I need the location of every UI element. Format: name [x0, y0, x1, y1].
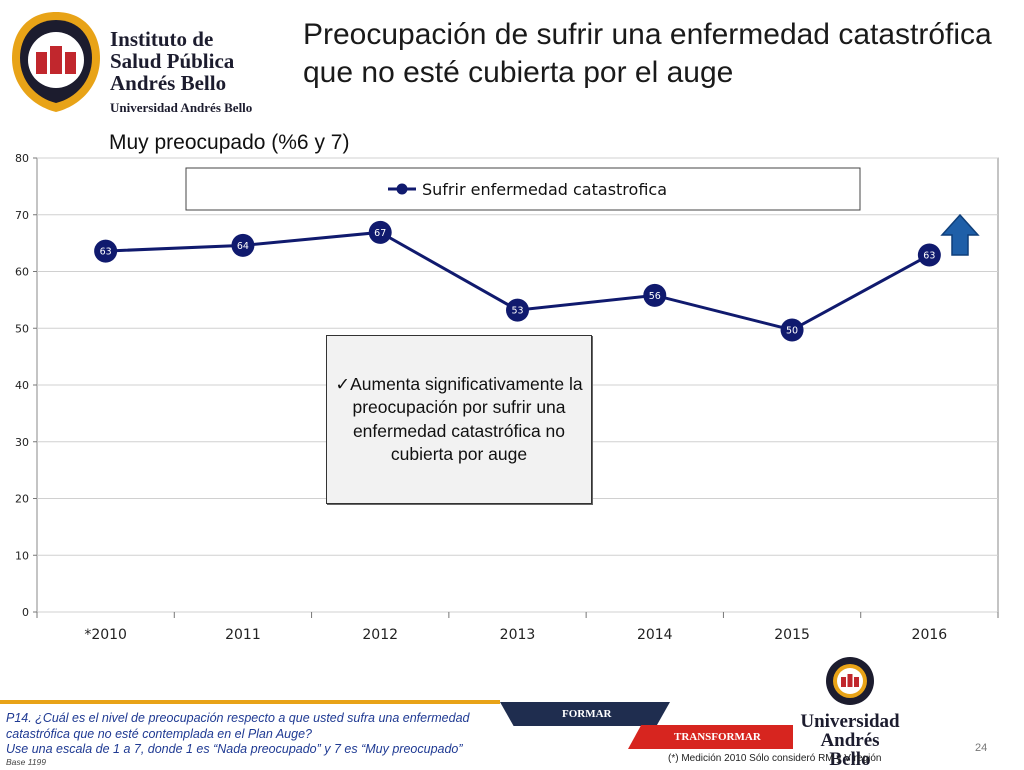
y-tick-label: 60 [15, 266, 29, 279]
institute-name: Instituto de Salud Pública Andrés Bello … [110, 27, 253, 115]
y-tick-label: 70 [15, 209, 29, 222]
transformar-band: TRANSFORMAR [628, 725, 793, 749]
sample-base: Base 1199 [6, 757, 47, 767]
x-tick-label: 2013 [500, 627, 536, 643]
data-point [917, 243, 941, 267]
y-tick-label: 10 [15, 549, 29, 562]
formar-band: FORMAR [500, 702, 670, 726]
x-tick-label: 2012 [362, 627, 398, 643]
data-label: 56 [649, 291, 661, 302]
y-tick-label: 40 [15, 379, 29, 392]
page-number: 24 [975, 742, 988, 754]
y-tick-label: 30 [15, 436, 29, 449]
survey-question: P14. ¿Cuál es el nivel de preocupación r… [6, 711, 470, 756]
x-tick-label: 2011 [225, 627, 261, 643]
data-label: 64 [237, 241, 249, 252]
annotation-box: ✓Aumenta significativamente la preocupac… [326, 335, 592, 504]
y-tick-label: 0 [22, 606, 29, 619]
y-tick-label: 80 [15, 152, 29, 165]
legend-box [185, 167, 861, 211]
data-label: 67 [374, 228, 386, 239]
data-point [94, 239, 118, 263]
x-tick-label: 2016 [912, 627, 948, 643]
data-point [643, 283, 667, 307]
legend-marker [396, 183, 408, 195]
x-tick-label: 2014 [637, 627, 673, 643]
data-label: 53 [511, 306, 523, 317]
data-point [231, 233, 255, 257]
x-tick-label: 2015 [774, 627, 810, 643]
university-emblem-icon [826, 657, 874, 705]
data-label: 50 [786, 325, 798, 336]
slide-title: Preocupación de sufrir una enfermedad ca… [303, 18, 992, 89]
up-arrow-icon [940, 213, 980, 256]
legend-label: Sufrir enfermedad catastrofica [422, 180, 667, 199]
data-point [780, 318, 804, 342]
data-point [368, 220, 392, 244]
y-tick-label: 50 [15, 322, 29, 335]
chart-subtitle: Muy preocupado (%6 y 7) [109, 131, 350, 154]
institute-logo: Instituto de Salud Pública Andrés Bello … [6, 8, 296, 120]
university-logo: Universidad Andrés Bello [798, 655, 902, 769]
data-label: 63 [100, 247, 112, 258]
y-tick-label: 20 [15, 493, 29, 506]
footer-divider [0, 700, 500, 704]
data-label: 63 [923, 251, 935, 262]
shield-emblem-icon [12, 12, 100, 112]
x-tick-label: *2010 [84, 627, 127, 643]
footnote: (*) Medición 2010 Sólo consideró RM y V … [668, 753, 882, 764]
data-point [506, 298, 529, 322]
